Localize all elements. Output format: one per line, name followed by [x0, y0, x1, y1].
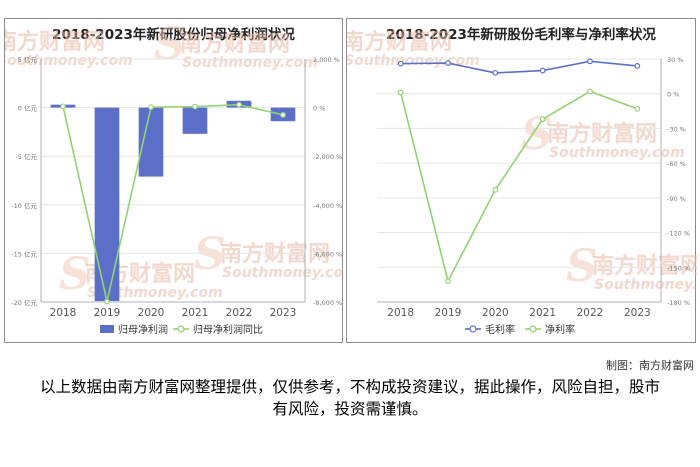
y-right-tick-label: 0 % [667, 91, 679, 99]
y-right-tick-label: -6,000 % [313, 250, 342, 258]
y-left-tick-label: 0 亿元 [18, 104, 38, 113]
y-right-tick-label: -90 % [667, 195, 686, 203]
watermark-en: Southmoney.com [5, 53, 133, 69]
y-left-tick-label: -15 亿元 [11, 249, 37, 258]
profit-chart-title: 2018-2023年新研股份归母净利润状况 [52, 27, 295, 43]
line-point [236, 101, 242, 108]
profit-chart: S南方财富网Southmoney.comS南方财富网Southmoney.com… [5, 19, 344, 336]
y-right-tick-label: 0 % [313, 105, 325, 113]
margin-chart-title: 2018-2023年新研股份毛利率与净利率状况 [386, 27, 656, 43]
x-tick-label: 2019 [435, 307, 462, 319]
line-point [492, 186, 499, 193]
x-tick-label: 2018 [387, 307, 414, 319]
legend-swatch-point [177, 325, 185, 333]
y-right-tick-label: -2,000 % [313, 153, 342, 161]
x-tick-label: 2020 [482, 307, 509, 319]
line-point [539, 67, 546, 74]
bar [94, 107, 120, 302]
watermark-logo: S [521, 109, 553, 160]
line-point [587, 58, 593, 65]
watermark-cn: 南方财富网 [592, 253, 697, 279]
watermark-cn: 南方财富网 [347, 29, 452, 55]
x-tick-label: 2019 [94, 307, 121, 319]
series-line-net-margin [399, 90, 638, 284]
line-point [445, 278, 451, 285]
legend-label: 净利率 [545, 323, 575, 336]
legend-swatch-point [529, 325, 537, 333]
x-tick-label: 2023 [624, 307, 651, 319]
margin-chart-panel: 2018-2023年新研股份毛利率与净利率状况 S南方财富网Southmoney… [346, 18, 697, 343]
legend-swatch-bar [100, 325, 114, 333]
x-tick-label: 2021 [529, 307, 556, 319]
watermark-logo: S [194, 229, 226, 280]
x-tick-label: 2023 [270, 307, 297, 319]
x-tick-label: 2020 [138, 307, 165, 319]
line-point [104, 298, 110, 305]
line-point [539, 116, 546, 123]
line-point [60, 103, 66, 110]
watermark-cn: 南方财富网 [220, 241, 330, 267]
margin-chart: S南方财富网Southmoney.comS南方财富网Southmoney.com… [347, 19, 697, 336]
x-tick-label: 2022 [577, 307, 604, 319]
watermark-logo: S [59, 249, 91, 300]
line-point [148, 104, 154, 111]
y-right-tick-label: -180 % [667, 299, 690, 307]
legend-swatch-point [469, 325, 477, 333]
credit-label: 制图：南方财富网 [606, 359, 694, 372]
y-right-tick-label: -120 % [667, 230, 690, 238]
x-tick-label: 2018 [50, 307, 77, 319]
y-left-tick-label: -5 亿元 [15, 152, 37, 161]
line-point [192, 103, 198, 110]
bar [182, 107, 208, 134]
series-line-yoy [62, 103, 284, 302]
y-right-tick-label: 30 % [667, 56, 684, 64]
watermark-en: Southmoney.com [222, 265, 344, 281]
line-point [634, 63, 641, 69]
y-right-tick-label: -60 % [667, 160, 686, 168]
watermark-logo: S [347, 19, 348, 68]
y-left-tick-label: 5 亿元 [18, 55, 38, 64]
watermark-en: Southmoney.com [347, 53, 480, 69]
line-point [492, 69, 499, 76]
line-point [280, 111, 286, 118]
y-right-tick-label: -4,000 % [313, 202, 342, 210]
legend-label: 毛利率 [485, 323, 515, 336]
watermark-cn: 南方财富网 [180, 31, 290, 57]
y-right-tick-label: -8,000 % [313, 299, 342, 307]
line-point [445, 60, 451, 66]
watermark-cn: 南方财富网 [5, 29, 105, 55]
y-left-tick-label: -20 亿元 [11, 298, 37, 307]
line-point [634, 105, 641, 112]
y-right-tick-label: 2,000 % [313, 56, 340, 64]
watermark-en: Southmoney.com [182, 55, 318, 71]
disclaimer-text: 以上数据由南方财富网整理提供，仅供参考，不构成投资建议，据此操作，风险自担，股市… [40, 378, 661, 418]
watermark-en: Southmoney.com [594, 277, 697, 293]
x-tick-label: 2021 [182, 307, 209, 319]
legend-label-line: 归母净利润同比 [193, 323, 263, 336]
line-point [587, 88, 593, 95]
line-point [397, 89, 404, 96]
legend-label-bar: 归母净利润 [118, 323, 168, 336]
y-right-tick-label: -30 % [667, 125, 686, 133]
watermark-en: Southmoney.com [549, 145, 685, 161]
profit-chart-panel: 2018-2023年新研股份归母净利润状况 S南方财富网Southmoney.c… [4, 18, 344, 343]
watermark-logo: S [154, 19, 186, 70]
line-point [397, 60, 404, 67]
y-left-tick-label: -10 亿元 [11, 201, 37, 210]
watermark-cn: 南方财富网 [547, 121, 657, 147]
x-tick-label: 2022 [226, 307, 253, 319]
series-line-gross-margin [400, 60, 638, 74]
y-right-tick-label: -150 % [667, 264, 690, 272]
watermark-logo: S [566, 241, 598, 292]
watermark-en: Southmoney.com [87, 285, 223, 301]
